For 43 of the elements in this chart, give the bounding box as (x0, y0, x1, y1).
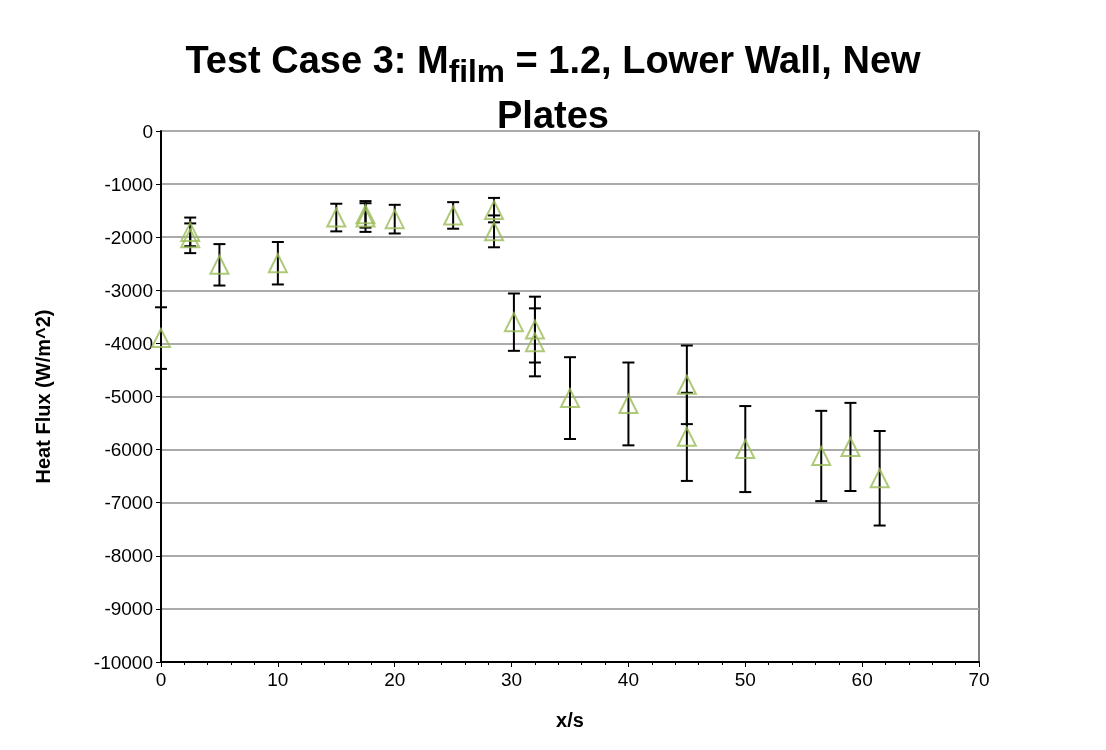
y-tick-label: -8000 (104, 545, 153, 567)
x-tick-label: 70 (968, 669, 990, 690)
y-tick-label: -10000 (93, 651, 153, 673)
y-tick-label: -7000 (104, 492, 153, 514)
x-axis-title: x/s (556, 709, 584, 731)
point (484, 200, 505, 221)
y-tick-label: -6000 (104, 439, 153, 461)
point (869, 468, 890, 489)
point (180, 228, 201, 249)
point (560, 388, 580, 409)
y-tick-label: -9000 (104, 598, 153, 620)
point (735, 439, 756, 460)
y-tick-label: -3000 (104, 279, 153, 301)
y-axis-title: Heat Flux (W/m^2) (32, 309, 54, 484)
point (524, 319, 545, 340)
point (180, 221, 201, 242)
point (209, 254, 230, 275)
point (676, 374, 697, 395)
point (267, 253, 288, 274)
point (443, 205, 464, 226)
point (484, 221, 505, 242)
y-tick-label: 0 (142, 120, 153, 142)
y-tick-label: -5000 (104, 386, 153, 407)
x-tick-label: 0 (155, 669, 167, 690)
point (676, 426, 697, 447)
point (151, 328, 171, 349)
point (524, 332, 545, 353)
x-tick-label: 10 (267, 669, 289, 690)
x-tick-label: 30 (501, 669, 523, 690)
y-tick-label: -2000 (104, 226, 153, 248)
y-tick-label: -1000 (104, 173, 153, 195)
x-tick-label: 60 (851, 669, 873, 690)
y-tick-label: -4000 (104, 332, 153, 354)
point (811, 445, 832, 466)
chart-title: Test Case 3: M$_{film}$ = 1.2, Lower Wall, New Plates (185, 39, 921, 136)
x-tick-label: 40 (617, 669, 639, 690)
x-tick-label: 20 (384, 669, 406, 690)
point (618, 393, 639, 414)
point (503, 312, 524, 333)
point (840, 436, 861, 457)
x-tick-label: 50 (734, 669, 756, 690)
point (326, 207, 347, 228)
point (384, 209, 405, 230)
